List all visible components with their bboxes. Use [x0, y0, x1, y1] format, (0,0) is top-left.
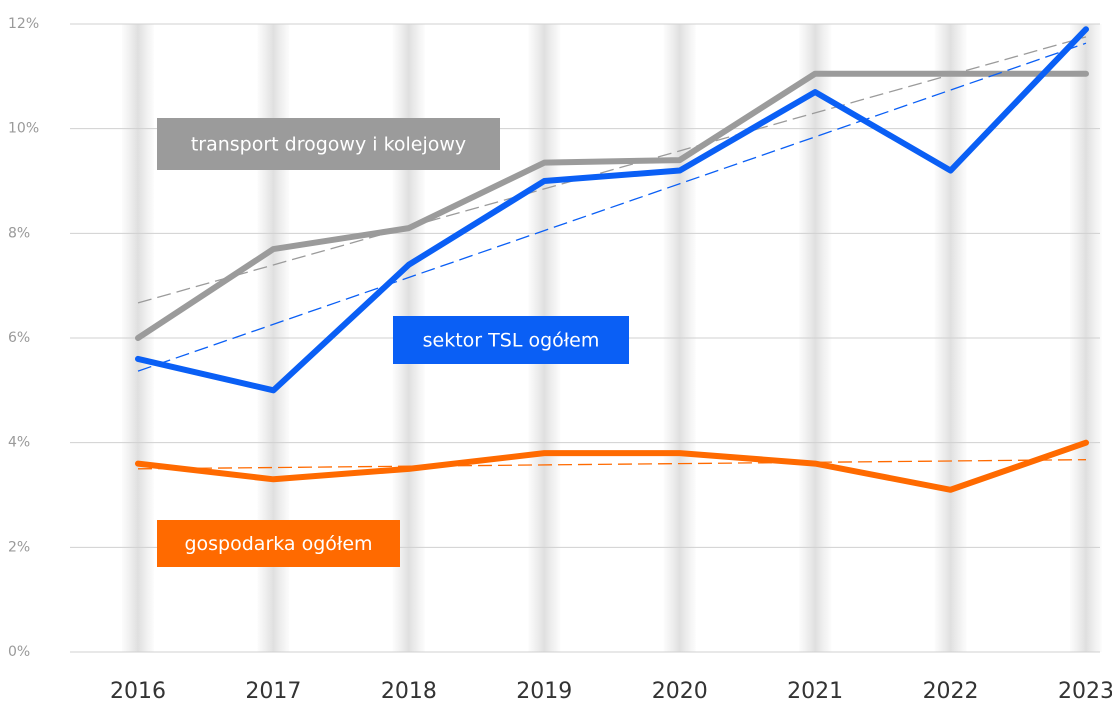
x-tick-label: 2019: [516, 679, 572, 704]
trend-line: [137, 36, 1087, 304]
trend-line: [137, 42, 1087, 372]
series-label: transport drogowy i kolejowy: [157, 118, 500, 170]
y-tick-label: 4%: [8, 435, 30, 451]
y-tick-label: 10%: [8, 121, 39, 137]
series-line: [135, 439, 1089, 493]
series-label-box: [393, 316, 629, 364]
series-label-text: gospodarka ogółem: [184, 533, 372, 555]
series-label-text: sektor TSL ogółem: [423, 330, 600, 352]
x-tick-label: 2023: [1058, 679, 1112, 704]
x-tick-label: 2017: [245, 679, 301, 704]
x-tick-label: 2022: [923, 679, 979, 704]
x-tick-label: 2020: [652, 679, 708, 704]
series-line: [135, 70, 1089, 341]
series-label-text: transport drogowy i kolejowy: [191, 134, 466, 156]
y-tick-label: 12%: [8, 16, 39, 32]
y-tick-label: 8%: [8, 225, 30, 241]
y-tick-label: 6%: [8, 330, 30, 346]
trend-line: [137, 459, 1087, 470]
x-tick-label: 2018: [381, 679, 437, 704]
series-label-box: [157, 520, 400, 567]
x-tick-label: 2016: [110, 679, 166, 704]
series-label: sektor TSL ogółem: [393, 316, 629, 364]
x-tick-label: 2021: [787, 679, 843, 704]
series-label: gospodarka ogółem: [157, 520, 400, 567]
y-tick-label: 0%: [8, 644, 30, 660]
series-line: [135, 26, 1089, 394]
series-label-box: [157, 118, 500, 170]
y-tick-label: 2%: [8, 539, 30, 555]
